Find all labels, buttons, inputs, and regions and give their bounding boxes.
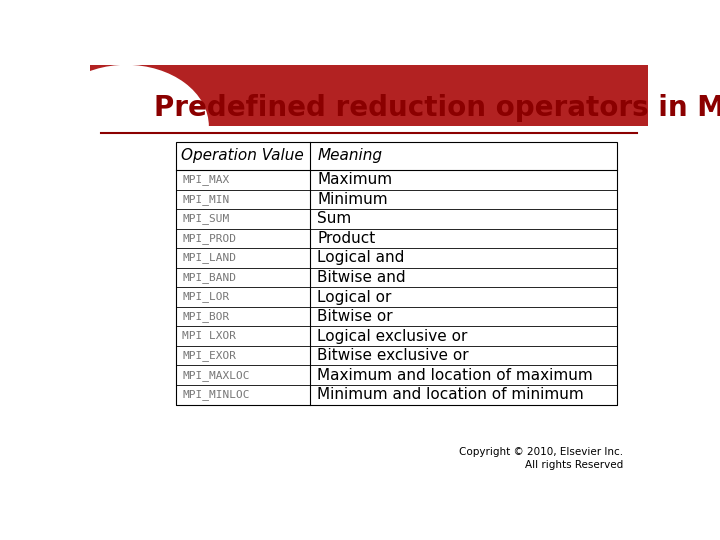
Text: MPI_BAND: MPI_BAND bbox=[182, 272, 236, 283]
Text: Logical and: Logical and bbox=[317, 251, 405, 266]
Text: Maximum: Maximum bbox=[317, 172, 392, 187]
Text: Minimum and location of minimum: Minimum and location of minimum bbox=[317, 387, 584, 402]
Text: Copyright © 2010, Elsevier Inc.
All rights Reserved: Copyright © 2010, Elsevier Inc. All righ… bbox=[459, 447, 623, 470]
Text: MPI_PROD: MPI_PROD bbox=[182, 233, 236, 244]
Text: Predefined reduction operators in MPI: Predefined reduction operators in MPI bbox=[154, 94, 720, 123]
Text: Logical or: Logical or bbox=[317, 289, 392, 305]
Text: Meaning: Meaning bbox=[317, 148, 382, 164]
Text: MPI_MINLOC: MPI_MINLOC bbox=[182, 389, 250, 400]
Text: MPI_BOR: MPI_BOR bbox=[182, 311, 229, 322]
Text: Logical exclusive or: Logical exclusive or bbox=[317, 329, 467, 343]
Text: Operation Value: Operation Value bbox=[181, 148, 304, 164]
Text: Bitwise or: Bitwise or bbox=[317, 309, 392, 324]
Text: MPI_MAX: MPI_MAX bbox=[182, 174, 229, 185]
Text: Bitwise and: Bitwise and bbox=[317, 270, 406, 285]
Text: Maximum and location of maximum: Maximum and location of maximum bbox=[317, 368, 593, 383]
Text: MPI_SUM: MPI_SUM bbox=[182, 213, 229, 224]
Bar bbox=[176, 141, 617, 404]
Text: Product: Product bbox=[317, 231, 375, 246]
Text: MPI_LOR: MPI_LOR bbox=[182, 292, 229, 302]
Text: Sum: Sum bbox=[317, 211, 351, 226]
Text: MPI LXOR: MPI LXOR bbox=[182, 331, 236, 341]
Text: MPI_EXOR: MPI_EXOR bbox=[182, 350, 236, 361]
Text: MPI_MIN: MPI_MIN bbox=[182, 194, 229, 205]
Text: MPI_MAXLOC: MPI_MAXLOC bbox=[182, 370, 250, 381]
Text: Bitwise exclusive or: Bitwise exclusive or bbox=[317, 348, 469, 363]
Circle shape bbox=[44, 65, 209, 188]
Bar bbox=[90, 65, 648, 126]
Text: MPI_LAND: MPI_LAND bbox=[182, 253, 236, 264]
Text: Minimum: Minimum bbox=[317, 192, 388, 207]
